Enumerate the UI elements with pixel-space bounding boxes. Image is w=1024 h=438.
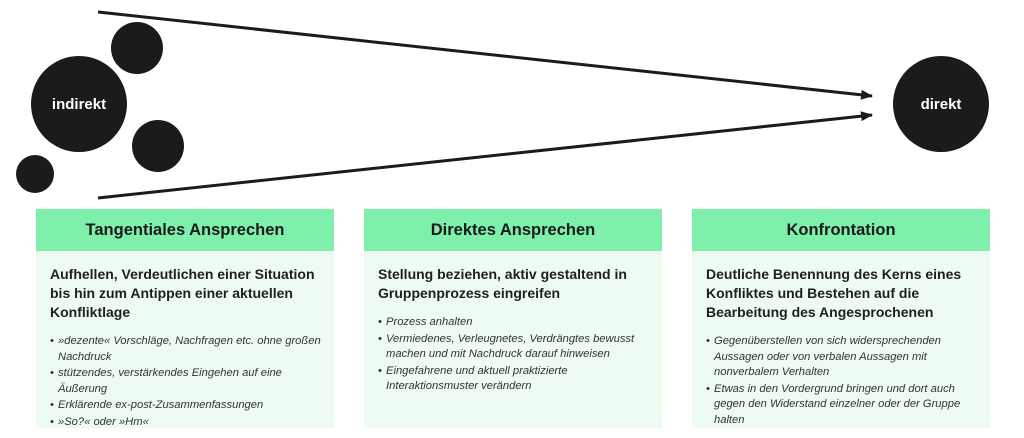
arrow-upper	[97, 10, 873, 100]
list-item: Gegenüberstellen von sich widersprechend…	[706, 334, 980, 381]
list-item: »dezente« Vorschläge, Nachfragen etc. oh…	[50, 334, 324, 365]
list-item: Erklärende ex-post-Zusammenfassungen	[50, 398, 324, 414]
arrow-lower	[97, 111, 873, 200]
indirekt-circle	[31, 56, 127, 152]
indirekt-label: indirekt	[52, 96, 106, 113]
small-circle-top	[111, 22, 163, 74]
card-konfrontation: Konfrontation Deutliche Benennung des Ke…	[692, 209, 990, 428]
small-circle-right	[132, 120, 184, 172]
direkt-label: direkt	[921, 96, 962, 113]
list-item: stützendes, verstärkendes Eingehen auf e…	[50, 366, 324, 397]
card-description: Aufhellen, Verdeutlichen einer Situation…	[50, 266, 315, 320]
card-tangentiales-ansprechen: Tangentiales Ansprechen Aufhellen, Verde…	[36, 209, 334, 430]
list-item: Vermiedenes, Verleugnetes, Verdrängtes b…	[378, 332, 652, 363]
indirect-to-direct-diagram: indirekt direkt	[16, 10, 989, 200]
list-item: »So?« oder »Hm«	[50, 415, 324, 431]
card-bullet-list: »dezente« Vorschläge, Nachfragen etc. oh…	[50, 334, 324, 430]
card-bullet-list: Prozess anhalten Vermiedenes, Verleugnet…	[378, 315, 652, 395]
direkt-circle	[893, 56, 989, 152]
card-title: Direktes Ansprechen	[364, 209, 662, 251]
card-title: Tangentiales Ansprechen	[36, 209, 334, 251]
small-circle-bottom	[16, 155, 54, 193]
list-item: Etwas in den Vordergrund bringen und dor…	[706, 382, 980, 429]
card-description: Deutliche Benennung des Kerns eines Konf…	[706, 266, 962, 320]
card-direktes-ansprechen: Direktes Ansprechen Stellung beziehen, a…	[364, 209, 662, 428]
list-item: Eingefahrene und aktuell praktizierte In…	[378, 364, 652, 395]
card-bullet-list: Gegenüberstellen von sich widersprechend…	[706, 334, 980, 428]
list-item: Prozess anhalten	[378, 315, 652, 331]
card-title: Konfrontation	[692, 209, 990, 251]
card-description: Stellung beziehen, aktiv gestaltend in G…	[378, 266, 627, 301]
